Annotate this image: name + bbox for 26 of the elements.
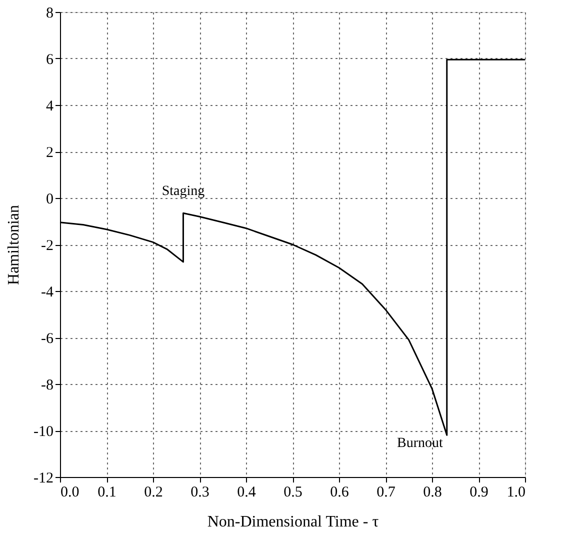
y-tick-label: -4 xyxy=(41,284,54,300)
y-tick-label: 0 xyxy=(46,192,54,208)
x-tick-label: 0.6 xyxy=(330,484,350,500)
y-tick-label: -10 xyxy=(34,424,54,440)
x-tick-label: 0.0 xyxy=(60,484,80,500)
y-tick-label: 4 xyxy=(46,98,54,114)
x-tick-label: 0.5 xyxy=(284,484,302,500)
x-tick-label: 1.0 xyxy=(506,484,526,500)
y-tick-label: 6 xyxy=(46,52,54,68)
x-tick-label: 0.1 xyxy=(98,484,116,500)
x-tick-label: 0.4 xyxy=(237,484,256,500)
x-tick-label: 0.7 xyxy=(376,484,396,500)
annotation: Staging xyxy=(162,184,205,200)
x-tick-label: 0.9 xyxy=(470,484,488,500)
y-tick-label: -8 xyxy=(41,378,54,394)
x-tick-label: 0.8 xyxy=(423,484,442,500)
x-tick-label: 0.2 xyxy=(144,484,163,500)
y-tick-label: -12 xyxy=(34,470,54,486)
y-axis-title: Hamiltonian xyxy=(6,205,23,285)
y-tick-label: -2 xyxy=(41,238,54,254)
x-tick-label: 0.3 xyxy=(190,484,210,500)
x-axis-title: Non-Dimensional Time - τ xyxy=(207,514,380,530)
y-tick-label: 2 xyxy=(46,145,54,161)
y-tick-label: 8 xyxy=(46,6,54,22)
y-tick-label: -6 xyxy=(41,331,54,347)
annotation: Burnout xyxy=(396,436,443,452)
